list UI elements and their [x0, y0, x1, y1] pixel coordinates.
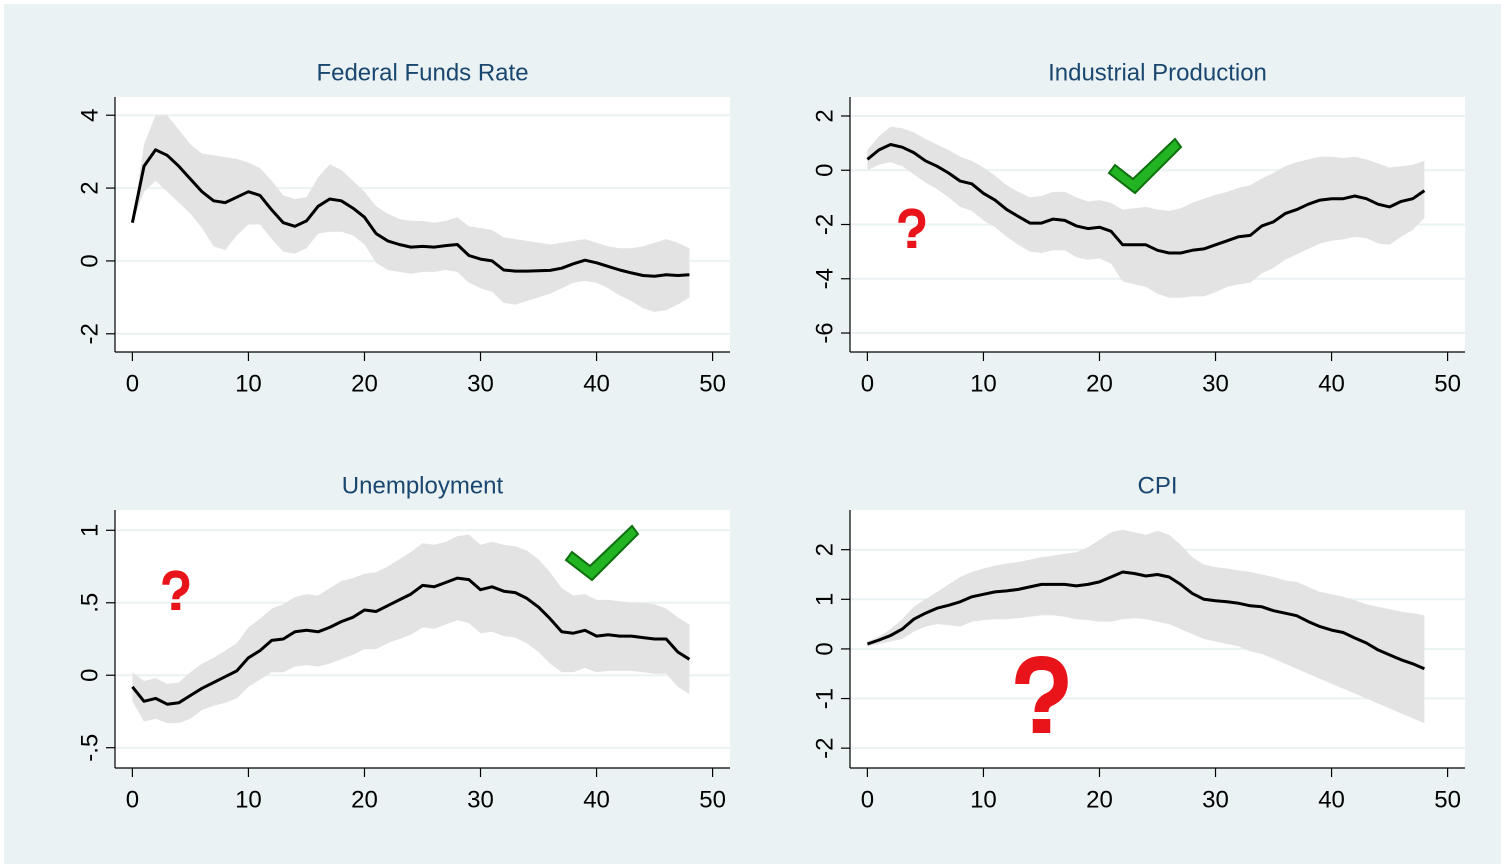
confidence-band — [132, 534, 690, 724]
x-tick-label: 30 — [1202, 370, 1229, 397]
chart-title: CPI — [1137, 472, 1177, 499]
y-tick-label: -4 — [811, 268, 838, 289]
y-tick-label: 0 — [811, 642, 838, 655]
y-tick-label: -2 — [76, 323, 103, 344]
x-tick-label: 40 — [1318, 370, 1345, 397]
y-tick-label: -6 — [811, 322, 838, 343]
x-tick-label: 30 — [467, 786, 494, 813]
x-tick-label: 20 — [1086, 786, 1113, 813]
x-tick-label: 50 — [699, 786, 726, 813]
check-mark — [1107, 137, 1183, 195]
question-mark — [162, 570, 190, 610]
chart-title: Industrial Production — [1048, 59, 1267, 86]
y-tick-label: 1 — [76, 524, 103, 537]
x-tick-label: 30 — [1202, 786, 1229, 813]
line — [866, 570, 1425, 671]
line — [866, 143, 1426, 255]
x-tick-label: 30 — [467, 370, 494, 397]
x-tick-label: 20 — [1086, 370, 1113, 397]
confidence-band — [867, 126, 1425, 298]
x-tick-label: 0 — [126, 786, 139, 813]
line — [131, 576, 691, 706]
chart-title: Unemployment — [342, 472, 504, 499]
x-tick-label: 10 — [970, 786, 997, 813]
icons — [162, 137, 1183, 733]
x-tick-label: 0 — [126, 370, 139, 397]
confidence-band — [132, 115, 690, 312]
question-mark — [898, 208, 926, 248]
x-tick-label: 50 — [1434, 786, 1461, 813]
y-tick-label: -.5 — [76, 734, 103, 762]
x-tick-label: 50 — [699, 370, 726, 397]
y-tick-label: -1 — [811, 688, 838, 709]
x-tick-label: 40 — [583, 370, 610, 397]
y-tick-label: -2 — [811, 214, 838, 235]
y-tick-label: 0 — [811, 164, 838, 177]
x-tick-label: 20 — [351, 786, 378, 813]
x-tick-label: 0 — [861, 370, 874, 397]
y-tick-label: 2 — [811, 543, 838, 556]
chart-title: Federal Funds Rate — [316, 59, 528, 86]
y-tick-label: 0 — [76, 669, 103, 682]
x-tick-label: 10 — [970, 370, 997, 397]
question-mark — [1015, 655, 1068, 733]
y-tick-label: 0 — [76, 254, 103, 267]
y-tick-label: 1 — [811, 593, 838, 606]
check-mark — [564, 524, 640, 582]
y-tick-label: .5 — [76, 593, 103, 613]
confidence-band — [867, 529, 1425, 724]
x-tick-label: 10 — [235, 370, 262, 397]
x-tick-label: 20 — [351, 370, 378, 397]
x-tick-label: 40 — [1318, 786, 1345, 813]
y-tick-label: 2 — [811, 109, 838, 122]
x-tick-label: 10 — [235, 786, 262, 813]
y-tick-label: -2 — [811, 737, 838, 758]
y-tick-label: 4 — [76, 109, 103, 122]
y-tick-label: 2 — [76, 181, 103, 194]
x-tick-label: 50 — [1434, 370, 1461, 397]
line — [130, 148, 690, 278]
x-tick-label: 40 — [583, 786, 610, 813]
x-tick-label: 0 — [861, 786, 874, 813]
